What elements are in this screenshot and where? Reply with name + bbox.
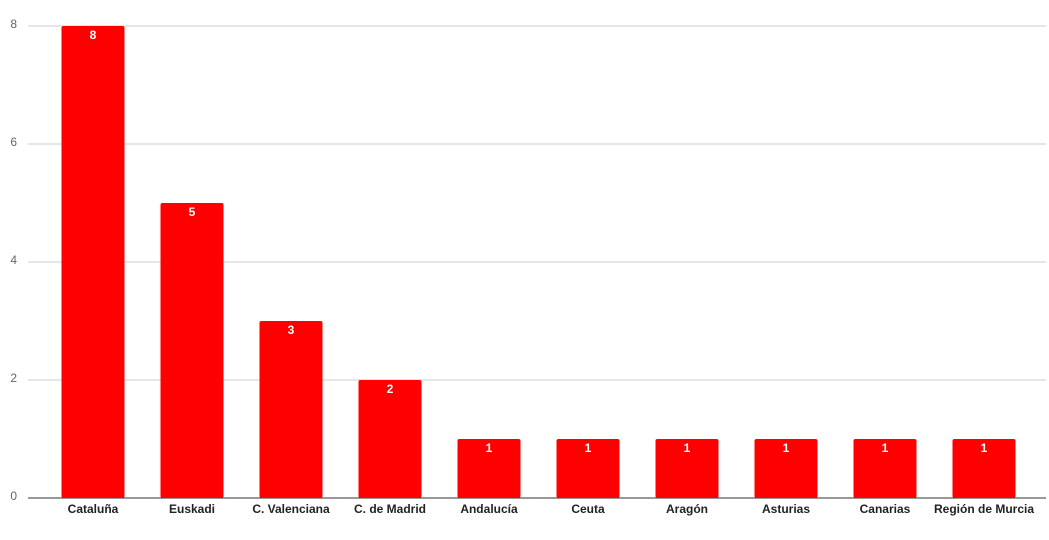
data-label: 5	[189, 205, 196, 219]
data-label: 1	[684, 441, 691, 455]
x-tick-label: Región de Murcia	[934, 502, 1034, 516]
y-tick-label: 8	[10, 17, 17, 31]
bar	[556, 439, 620, 498]
x-tick-label: Euskadi	[169, 502, 215, 516]
x-tick-label: Ceuta	[571, 502, 605, 516]
y-tick-label: 4	[10, 253, 17, 267]
bar	[358, 380, 422, 498]
data-label: 1	[486, 441, 493, 455]
bar	[952, 439, 1016, 498]
x-tick-label: Andalucía	[460, 502, 518, 516]
y-tick-label: 2	[10, 371, 17, 385]
x-tick-label: Canarias	[860, 502, 911, 516]
bar	[754, 439, 818, 498]
bar	[259, 321, 323, 498]
data-label: 8	[90, 28, 97, 42]
bar	[457, 439, 521, 498]
bar	[160, 203, 224, 498]
x-tick-label: Aragón	[666, 502, 708, 516]
data-label: 3	[288, 323, 295, 337]
bar	[853, 439, 917, 498]
y-tick-label: 6	[10, 135, 17, 149]
x-tick-label: C. Valenciana	[252, 502, 330, 516]
bar	[655, 439, 719, 498]
data-label: 1	[585, 441, 592, 455]
x-tick-label: Asturias	[762, 502, 810, 516]
data-label: 1	[783, 441, 790, 455]
data-label: 2	[387, 382, 394, 396]
bar	[61, 26, 125, 498]
y-tick-label: 0	[10, 489, 17, 503]
data-label: 1	[882, 441, 889, 455]
x-tick-label: C. de Madrid	[354, 502, 426, 516]
data-label: 1	[981, 441, 988, 455]
x-tick-label: Cataluña	[68, 502, 119, 516]
